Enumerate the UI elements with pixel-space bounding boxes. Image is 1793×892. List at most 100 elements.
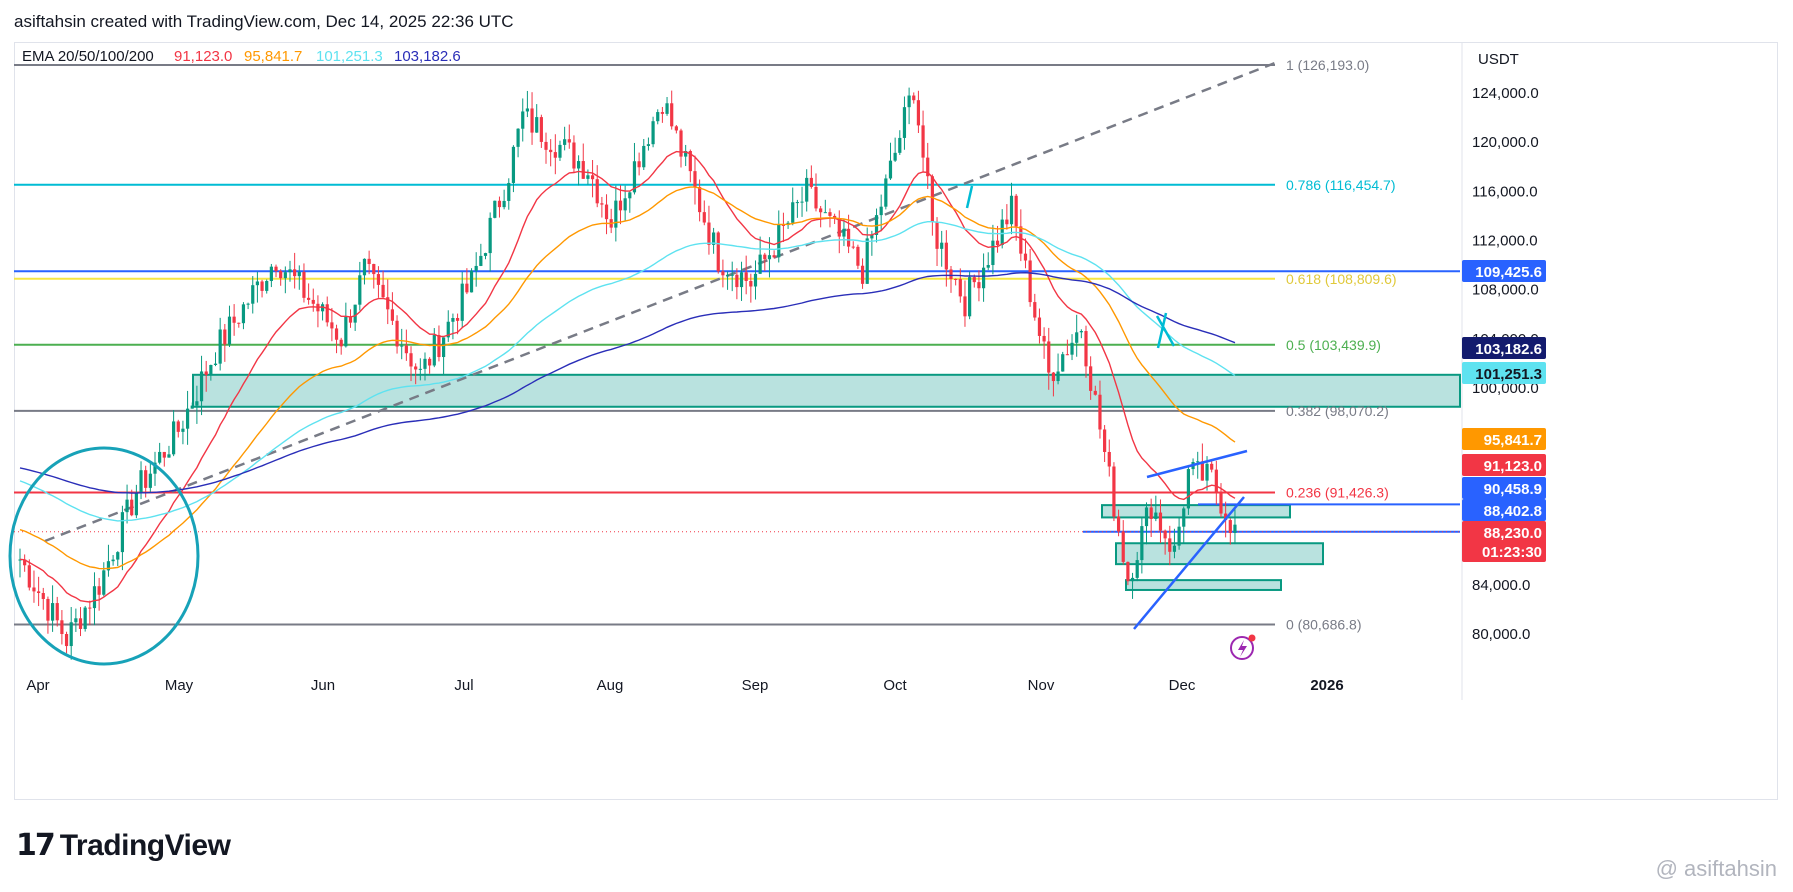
price-tag-label: 01:23:30 [1482, 544, 1542, 561]
candle-body [330, 322, 334, 329]
candle-body [716, 232, 720, 272]
candle-body [488, 217, 492, 254]
candle-body [772, 255, 776, 258]
candle-body [130, 499, 134, 516]
candle-body [460, 283, 464, 321]
candle-body [381, 284, 385, 298]
tradingview-logo[interactable]: 17 TradingView [16, 828, 231, 863]
candle-body [1023, 253, 1028, 261]
candle-body [735, 274, 739, 288]
x-tick-label: Jun [311, 677, 335, 694]
fib-levels-layer: 1 (126,193.0) 0.786 (116,454.7) 0.618 (108… [14, 57, 1460, 633]
candle-body [1056, 371, 1060, 382]
candle-body [320, 304, 325, 312]
candle-body [74, 618, 78, 623]
candle-body [725, 275, 730, 277]
candle-body [856, 246, 860, 266]
candle-body [1084, 331, 1088, 367]
candle-body [414, 366, 418, 370]
candle-body [521, 111, 525, 129]
candle-body [1214, 469, 1218, 493]
candle-body [279, 271, 283, 279]
candle-body [912, 95, 916, 101]
candle-body [1228, 520, 1232, 534]
legend-value: 101,251.3 [316, 48, 383, 65]
candle-body [358, 275, 362, 305]
candle-body [860, 265, 865, 284]
candle-body [204, 371, 208, 375]
candle-body [926, 157, 930, 177]
x-tick-label: 2026 [1310, 677, 1343, 694]
legend-layer: EMA 20/50/100/200 91,123.0 95,841.7 101,251… [22, 48, 461, 65]
candle-body [781, 224, 786, 226]
fib-label-4: 0.382 (98,070.2) [1286, 403, 1389, 419]
candle-body [409, 353, 413, 367]
candle-body [83, 607, 87, 629]
candle-body [442, 337, 446, 358]
fib-label-5: 0.236 (91,426.3) [1286, 485, 1389, 501]
candle-body [670, 103, 674, 127]
zones-layer [192, 373, 1461, 591]
candle-body [642, 145, 646, 168]
price-tag-bg [1462, 362, 1546, 384]
candle-body [1028, 260, 1032, 303]
candle-body [144, 470, 148, 488]
candle-body [116, 552, 120, 560]
candle-body [1163, 530, 1167, 539]
axis-layer: USDT 124,000.0 120,000.0 116,000.0 112,000.0… [26, 42, 1539, 700]
candle-body [833, 215, 837, 219]
chart-header: asiftahsin created with TradingView.com,… [14, 12, 514, 31]
candle-body [688, 150, 692, 172]
candle-body [172, 421, 176, 455]
candle-body [148, 473, 152, 488]
candle-body [758, 254, 762, 274]
candle-body [418, 368, 422, 370]
chart-frame[interactable] [14, 42, 1778, 800]
candle-body [1019, 226, 1023, 254]
candle-body [18, 559, 22, 561]
legend-value: 103,182.6 [394, 48, 461, 65]
x-tick-label: Oct [883, 677, 907, 694]
candle-body [916, 100, 921, 126]
candle-body [241, 304, 246, 324]
y-tick-label: 108,000.0 [1472, 282, 1539, 299]
fib-label-1: 0.786 (116,454.7) [1286, 177, 1396, 193]
candle-body [469, 270, 474, 293]
candle-body [972, 277, 976, 283]
candle-body [404, 345, 408, 354]
fib-label-6: 0 (80,686.8) [1286, 617, 1362, 633]
candle-body [293, 269, 297, 277]
y-tick-label: 120,000.0 [1472, 134, 1539, 151]
candle-body [600, 203, 604, 205]
candle-body [260, 281, 264, 291]
price-tag-label: 90,458.9 [1484, 481, 1542, 498]
candle-body [791, 202, 795, 223]
candle-body [846, 228, 851, 247]
candle-body [1205, 463, 1209, 481]
price-tag-bg [1462, 428, 1546, 450]
candle-body [1149, 507, 1153, 519]
candle-body [1121, 531, 1125, 562]
candle-body [539, 117, 543, 142]
fib-label-3: 0.5 (103,439.9) [1286, 337, 1381, 353]
cross-mark [1155, 312, 1176, 349]
price-tag-bg [1462, 477, 1546, 499]
candle-body [991, 240, 995, 266]
candle-body [32, 587, 36, 592]
candle-body [390, 309, 394, 321]
candle-body [572, 142, 576, 169]
candle-body [958, 279, 962, 297]
price-tag-bg [1462, 454, 1546, 476]
ascending-resistance-line [1146, 449, 1248, 479]
candle-body [158, 451, 162, 463]
candle-body [167, 454, 171, 458]
price-tag-label: 88,402.8 [1484, 503, 1542, 520]
candle-body [185, 408, 190, 429]
candle-body [1061, 354, 1065, 372]
ema-200-line [19, 271, 1236, 494]
candle-body [1103, 429, 1107, 452]
candle-body [707, 222, 711, 245]
candle-body [367, 258, 371, 265]
candle-body [981, 267, 986, 289]
